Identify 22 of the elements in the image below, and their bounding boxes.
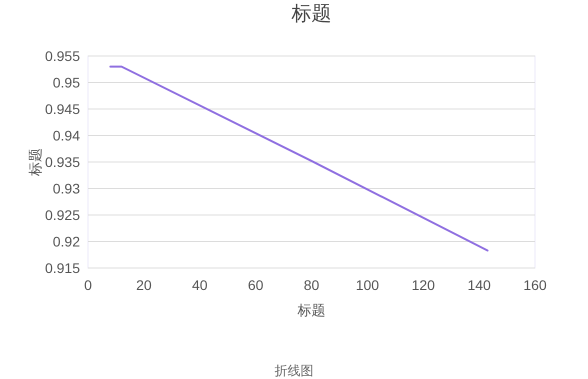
x-tick-label: 160 xyxy=(523,277,547,293)
y-tick-label: 0.935 xyxy=(44,154,80,170)
x-tick-label: 40 xyxy=(192,277,208,293)
x-tick-label: 0 xyxy=(84,277,92,293)
y-tick-label: 0.915 xyxy=(44,260,80,276)
x-tick-label: 120 xyxy=(412,277,436,293)
y-tick-label: 0.94 xyxy=(52,128,80,144)
y-tick-label: 0.92 xyxy=(52,234,80,250)
x-axis-title: 标题 xyxy=(296,302,326,318)
x-tick-label: 80 xyxy=(304,277,320,293)
x-tick-label: 100 xyxy=(356,277,380,293)
y-tick-label: 0.95 xyxy=(52,74,80,90)
x-tick-label: 20 xyxy=(136,277,152,293)
x-tick-label: 60 xyxy=(248,277,264,293)
x-tick-label: 140 xyxy=(467,277,492,293)
y-tick-label: 0.925 xyxy=(44,207,80,223)
text: 折线图 xyxy=(274,363,314,378)
y-tick-label: 0.93 xyxy=(52,180,80,196)
y-tick-label: 0.955 xyxy=(44,48,80,64)
y-axis-title: 标题 xyxy=(27,148,43,177)
chart-title: 标题 xyxy=(290,3,332,25)
y-tick-label: 0.945 xyxy=(44,101,80,117)
